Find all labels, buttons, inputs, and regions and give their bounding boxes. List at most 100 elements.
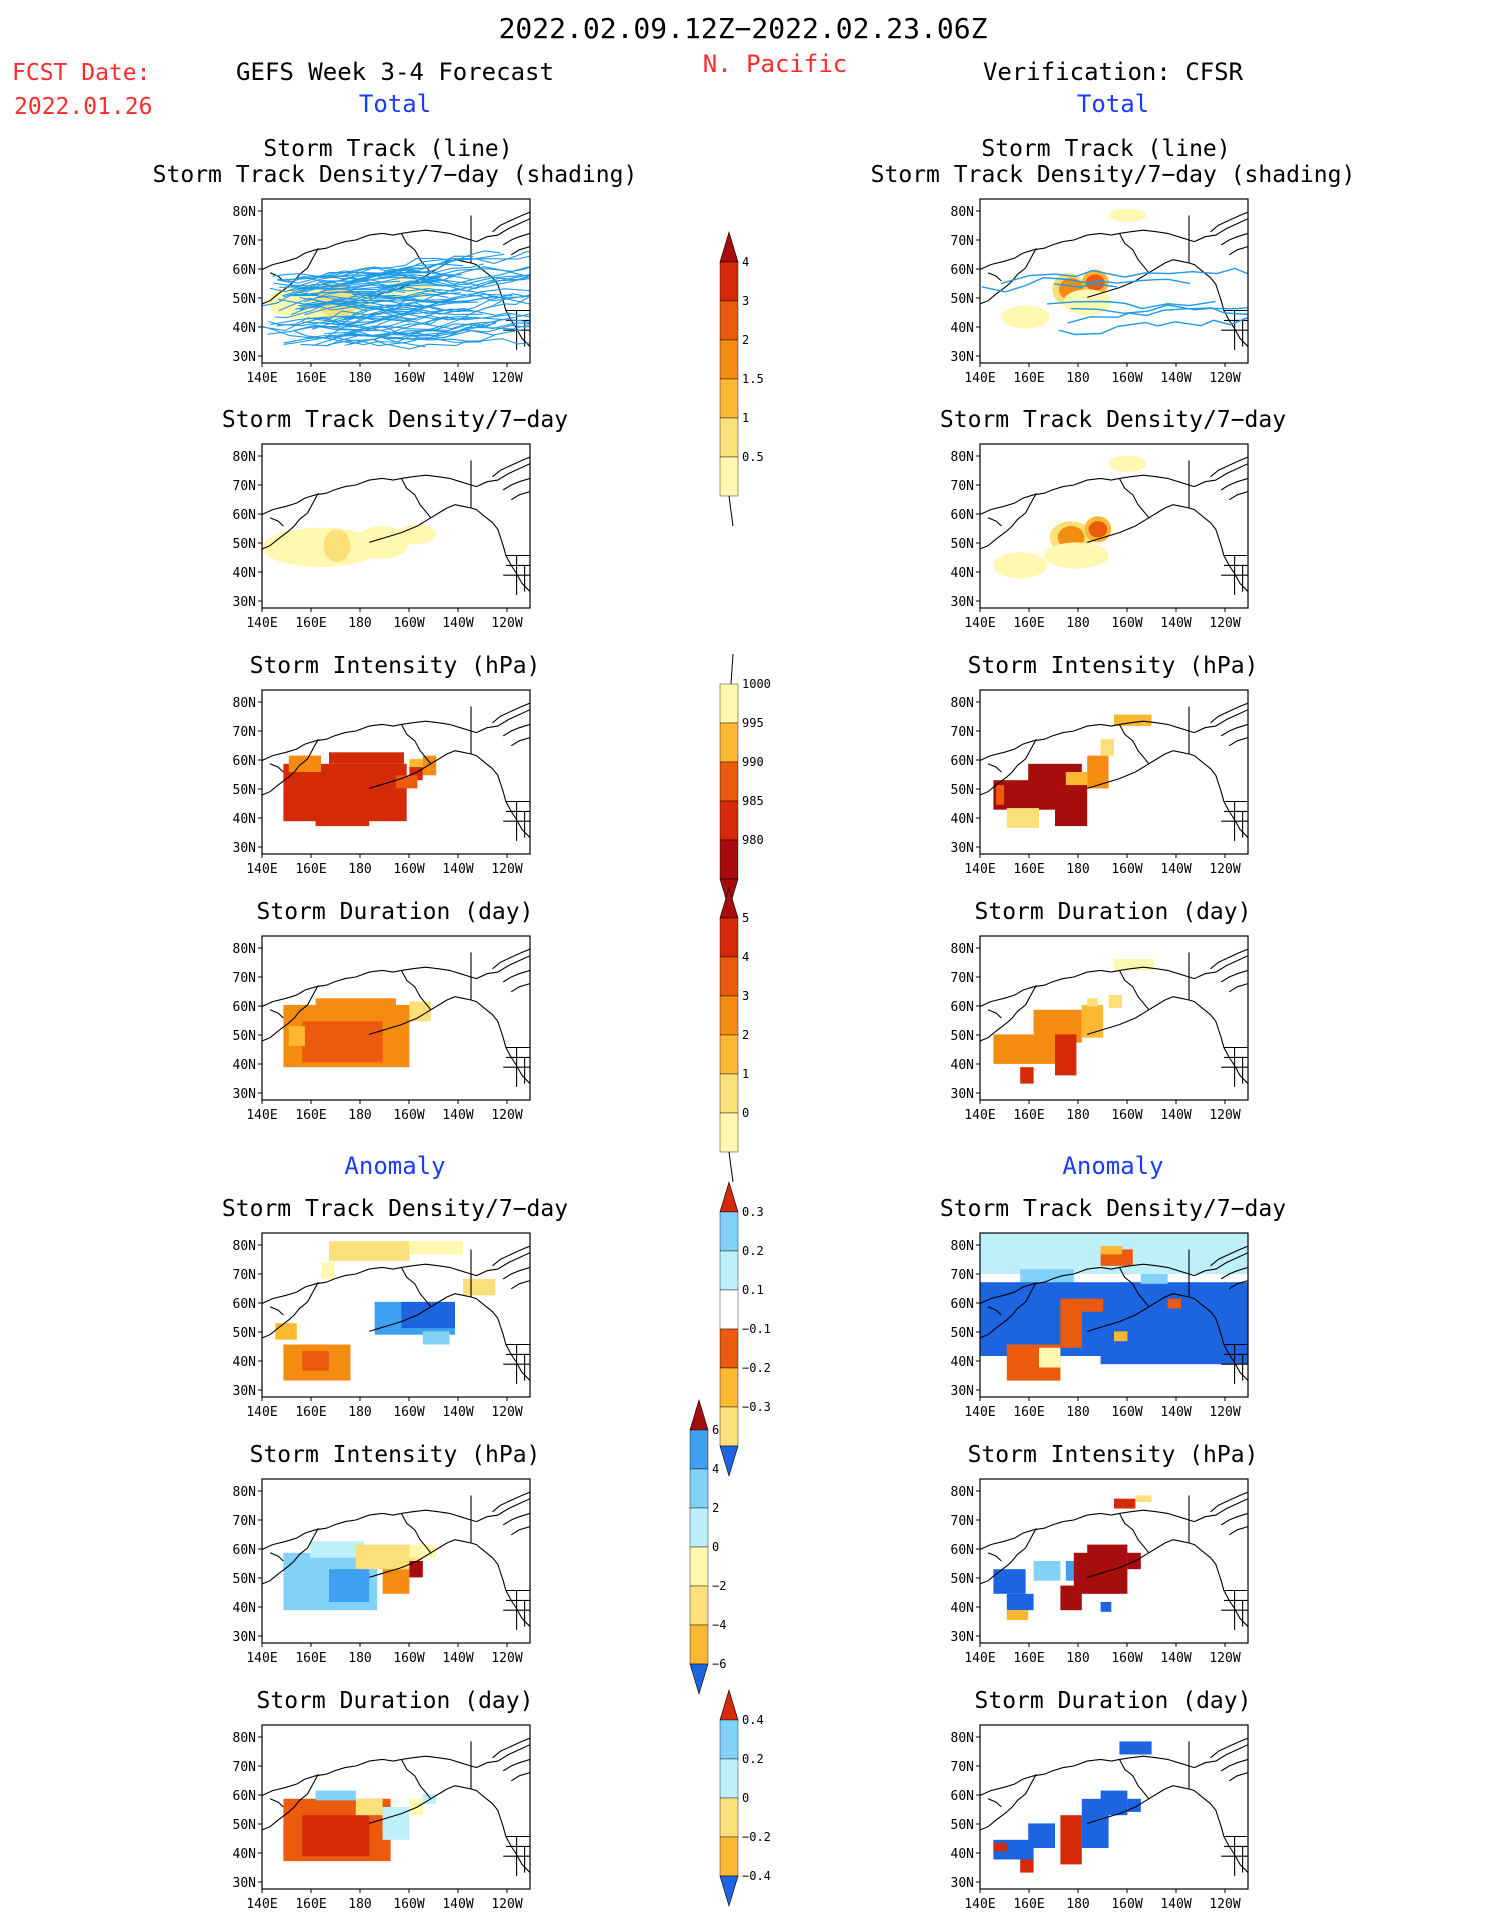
shade-cell bbox=[1060, 1585, 1082, 1611]
coastline bbox=[1119, 1263, 1195, 1277]
coastline bbox=[470, 507, 530, 592]
shade-cell bbox=[1114, 959, 1155, 971]
coastline bbox=[1228, 737, 1248, 747]
coastline bbox=[1188, 1788, 1248, 1873]
lon-label: 160E bbox=[295, 1897, 326, 1912]
colorbar-segment bbox=[719, 839, 739, 880]
lon-label: 160E bbox=[295, 1108, 326, 1123]
lat-label: 60N bbox=[951, 263, 974, 278]
lat-label: 80N bbox=[233, 450, 256, 465]
lon-label: 140E bbox=[246, 1405, 277, 1420]
map-frame bbox=[261, 1724, 531, 1890]
coastline bbox=[269, 763, 284, 773]
colorbar-segment bbox=[719, 1289, 739, 1330]
shade-cell bbox=[275, 1323, 297, 1340]
lon-label: 180 bbox=[348, 1897, 371, 1912]
lat-label: 60N bbox=[233, 1000, 256, 1015]
colorbar-label: 0.1 bbox=[742, 1283, 764, 1297]
colorbar-label: −0.2 bbox=[742, 1830, 771, 1844]
colorbar-segment bbox=[689, 1546, 709, 1587]
storm-track-line bbox=[269, 274, 463, 293]
lon-label: 140W bbox=[1160, 1651, 1191, 1666]
coastline bbox=[262, 1758, 402, 1797]
storm-track-line bbox=[277, 298, 466, 315]
lon-label: 160W bbox=[1111, 1897, 1142, 1912]
lat-label: 60N bbox=[233, 1297, 256, 1312]
lat-label: 50N bbox=[951, 1326, 974, 1341]
colorbar-arrow bbox=[719, 230, 739, 263]
lat-label: 60N bbox=[951, 1543, 974, 1558]
colorbar-segment bbox=[719, 1328, 739, 1369]
coastline bbox=[980, 723, 1120, 762]
lat-label: 50N bbox=[233, 537, 256, 552]
fcst-date-value: 2022.01.26 bbox=[14, 94, 152, 120]
lon-label: 140E bbox=[246, 371, 277, 386]
shade-cell bbox=[1060, 1815, 1082, 1865]
storm-track-line bbox=[1070, 304, 1248, 315]
coastline bbox=[369, 763, 432, 789]
shade-cell bbox=[382, 1569, 410, 1594]
shade-cell bbox=[1100, 1790, 1128, 1816]
map-panel-l2: 80N 70N 60N 50N 40N 30N 140E 160E 180 160W 140W 120… bbox=[233, 443, 531, 631]
coastline bbox=[1210, 456, 1248, 478]
lat-label: 50N bbox=[233, 292, 256, 307]
storm-track-line bbox=[352, 293, 530, 305]
title-r6: Storm Intensity (hPa) bbox=[968, 1442, 1259, 1468]
coastline bbox=[476, 463, 530, 488]
lat-label: 70N bbox=[233, 1760, 256, 1775]
lon-label: 140W bbox=[442, 616, 473, 631]
coastline bbox=[476, 709, 530, 734]
colorbar-label: 995 bbox=[742, 716, 764, 730]
coastline bbox=[1118, 724, 1190, 765]
lat-label: 60N bbox=[951, 1297, 974, 1312]
coastline bbox=[269, 1552, 284, 1562]
colorbar-label: 4 bbox=[742, 255, 749, 269]
colorbar-segment bbox=[689, 1429, 709, 1470]
colorbar-label: −6 bbox=[712, 1657, 726, 1671]
coastline bbox=[980, 232, 1120, 271]
storm-track-line bbox=[1047, 300, 1216, 310]
lat-label: 60N bbox=[233, 754, 256, 769]
shade-cell bbox=[1033, 1561, 1061, 1581]
storm-track-line bbox=[262, 325, 495, 347]
lat-label: 30N bbox=[951, 350, 974, 365]
coastline bbox=[1228, 246, 1248, 256]
map-field bbox=[980, 1737, 1248, 1876]
colorbar-label: 985 bbox=[742, 794, 764, 808]
coastline bbox=[1118, 478, 1190, 519]
shade-cell bbox=[1108, 208, 1147, 222]
lon-label: 160E bbox=[295, 371, 326, 386]
title-l5: Storm Track Density/7−day bbox=[222, 1196, 568, 1222]
left-anomaly-heading: Anomaly bbox=[344, 1152, 445, 1180]
colorbar-arrow bbox=[719, 1875, 739, 1908]
shade-cell bbox=[1100, 1602, 1112, 1612]
shade-cell bbox=[422, 1331, 450, 1345]
lon-label: 120W bbox=[1209, 1897, 1240, 1912]
colorbar-segment bbox=[719, 456, 739, 497]
lat-label: 50N bbox=[951, 783, 974, 798]
shade-cell bbox=[1028, 1823, 1055, 1848]
shade-cell bbox=[315, 998, 396, 1009]
lon-label: 160W bbox=[393, 1108, 424, 1123]
lon-label: 140E bbox=[964, 1897, 995, 1912]
coastline bbox=[1194, 463, 1248, 488]
colorbar-segment bbox=[719, 683, 739, 724]
lon-label: 180 bbox=[1066, 1897, 1089, 1912]
lat-label: 40N bbox=[951, 812, 974, 827]
colorbar-label: 1 bbox=[742, 411, 749, 425]
coastline bbox=[980, 969, 1120, 1008]
map-panel-r2: 80N 70N 60N 50N 40N 30N 140E 160E 180 160W 140W 120… bbox=[951, 443, 1249, 631]
lat-label: 40N bbox=[233, 812, 256, 827]
colorbar-segment bbox=[719, 1034, 739, 1075]
colorbar-label: 2 bbox=[712, 1501, 719, 1515]
lon-label: 160W bbox=[1111, 1108, 1142, 1123]
lat-label: 80N bbox=[951, 1485, 974, 1500]
colorbar-arrow bbox=[719, 1688, 739, 1721]
coastline bbox=[1210, 1245, 1248, 1267]
colorbar-label: 0.3 bbox=[742, 1205, 764, 1219]
lat-label: 50N bbox=[951, 537, 974, 552]
coastline bbox=[502, 477, 530, 491]
lon-label: 120W bbox=[1209, 862, 1240, 877]
map-frame bbox=[979, 1232, 1249, 1398]
colorbar-intensity-anomaly: 6 4 2 0 −2 −4 −6 bbox=[689, 1398, 726, 1696]
